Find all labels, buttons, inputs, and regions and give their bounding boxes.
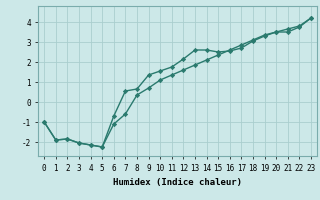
X-axis label: Humidex (Indice chaleur): Humidex (Indice chaleur) — [113, 178, 242, 187]
